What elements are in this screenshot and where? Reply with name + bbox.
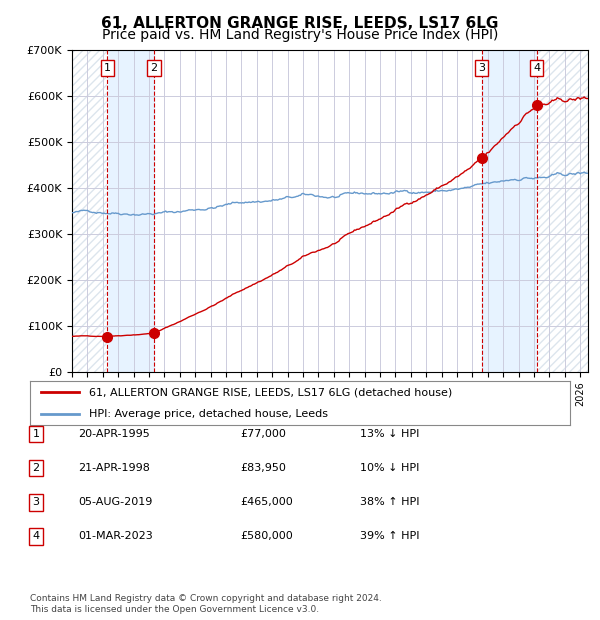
Bar [536, 50, 588, 372]
Text: 61, ALLERTON GRANGE RISE, LEEDS, LS17 6LG (detached house): 61, ALLERTON GRANGE RISE, LEEDS, LS17 6L… [89, 387, 452, 397]
Text: 01-MAR-2023: 01-MAR-2023 [78, 531, 153, 541]
Text: £83,950: £83,950 [240, 463, 286, 473]
Text: HPI: Average price, detached house, Leeds: HPI: Average price, detached house, Leed… [89, 409, 328, 419]
Bar [107, 50, 154, 372]
Bar [482, 50, 536, 372]
Text: 05-AUG-2019: 05-AUG-2019 [78, 497, 152, 507]
Text: 4: 4 [533, 63, 540, 73]
Bar [536, 50, 588, 372]
Text: 38% ↑ HPI: 38% ↑ HPI [360, 497, 419, 507]
Bar [72, 50, 107, 372]
Text: £465,000: £465,000 [240, 497, 293, 507]
Text: 2: 2 [150, 63, 157, 73]
Text: 39% ↑ HPI: 39% ↑ HPI [360, 531, 419, 541]
Text: 61, ALLERTON GRANGE RISE, LEEDS, LS17 6LG: 61, ALLERTON GRANGE RISE, LEEDS, LS17 6L… [101, 16, 499, 30]
Text: £580,000: £580,000 [240, 531, 293, 541]
Text: 13% ↓ HPI: 13% ↓ HPI [360, 429, 419, 439]
Text: 21-APR-1998: 21-APR-1998 [78, 463, 150, 473]
Text: 10% ↓ HPI: 10% ↓ HPI [360, 463, 419, 473]
Text: Price paid vs. HM Land Registry's House Price Index (HPI): Price paid vs. HM Land Registry's House … [102, 28, 498, 42]
Text: 1: 1 [32, 429, 40, 439]
Text: 1: 1 [104, 63, 111, 73]
Text: 20-APR-1995: 20-APR-1995 [78, 429, 150, 439]
Text: 3: 3 [478, 63, 485, 73]
Text: 3: 3 [32, 497, 40, 507]
Text: Contains HM Land Registry data © Crown copyright and database right 2024.
This d: Contains HM Land Registry data © Crown c… [30, 595, 382, 614]
Text: 2: 2 [32, 463, 40, 473]
Text: £77,000: £77,000 [240, 429, 286, 439]
Text: 4: 4 [32, 531, 40, 541]
Bar [72, 50, 107, 372]
